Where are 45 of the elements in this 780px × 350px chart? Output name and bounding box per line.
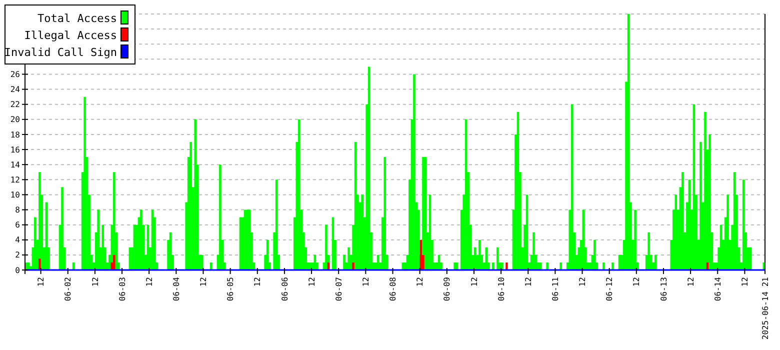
x-tick-label: 12 — [361, 276, 370, 287]
x-tick-label: 06-06 — [280, 276, 290, 302]
y-tick-label: 4 — [15, 236, 20, 245]
x-tick-label: 12 — [90, 276, 100, 287]
x-tick-label: 06-14 — [713, 276, 722, 302]
x-tick-label: 12 — [144, 276, 154, 287]
y-tick-label: 10 — [10, 190, 20, 200]
legend-label: Invalid Call Sign — [4, 46, 117, 59]
y-tick-label: 14 — [10, 160, 20, 170]
y-tick-label: 20 — [10, 115, 20, 124]
y-tick-label: 22 — [10, 100, 20, 110]
x-tick-label: 12 — [524, 276, 533, 287]
x-tick-label: 06-12 — [605, 276, 614, 302]
x-tick-label: 06-13 — [659, 276, 668, 302]
x-tick-label: 06-08 — [388, 276, 398, 302]
y-tick-label: 12 — [10, 175, 20, 184]
y-tick-label: 2 — [15, 250, 20, 260]
x-tick-label: 06-04 — [172, 276, 181, 302]
x-tick-label: 06-09 — [442, 276, 452, 302]
x-tick-label: 12 — [470, 276, 479, 287]
x-tick-label: 12 — [253, 276, 262, 287]
x-tick-label: 2025-06-14 21 — [760, 276, 770, 340]
x-tick-label: 12 — [416, 276, 425, 287]
x-tick-label: 12 — [36, 276, 46, 287]
x-tick-label: 06-05 — [226, 276, 236, 302]
x-tick-label: 06-11 — [550, 276, 560, 302]
x-tick-label: 12 — [632, 276, 642, 287]
x-tick-label: 12 — [307, 276, 316, 287]
legend-label: Total Access — [38, 12, 117, 25]
y-tick-label: 24 — [10, 85, 20, 94]
x-tick-label: 12 — [740, 276, 750, 287]
y-tick-label: 8 — [15, 206, 20, 215]
x-tick-label: 12 — [578, 276, 588, 287]
x-tick-label: 06-02 — [64, 276, 73, 302]
x-tick-label: 06-07 — [334, 276, 344, 302]
y-tick-label: 0 — [15, 266, 20, 275]
y-tick-label: 6 — [15, 220, 20, 230]
y-tick-label: 18 — [10, 130, 20, 140]
x-tick-label: 12 — [686, 276, 696, 287]
y-tick-label: 16 — [10, 145, 20, 154]
legend-label: Illegal Access — [24, 28, 117, 42]
x-tick-label: 06-03 — [118, 276, 127, 302]
x-tick-label: 06-10 — [496, 276, 506, 302]
x-tick-label: 12 — [199, 276, 208, 287]
y-tick-label: 26 — [10, 70, 20, 80]
